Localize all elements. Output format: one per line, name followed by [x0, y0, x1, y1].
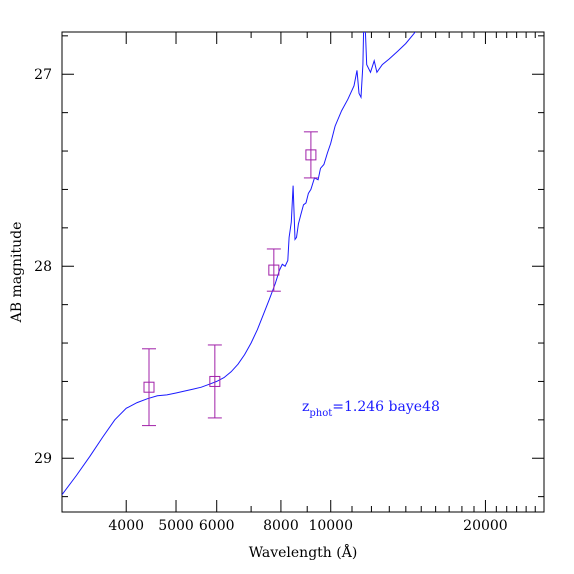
x-axis-title: Wavelength (Å)	[249, 543, 358, 561]
x-tick-label: 10000	[308, 518, 353, 534]
photo-z-annotation: zphot=1.246 baye48	[302, 399, 440, 419]
x-tick-label: 4000	[108, 518, 144, 534]
x-tick-label: 20000	[463, 518, 508, 534]
x-tick-labels: 4000 5000 6000 8000 10000 20000	[108, 518, 507, 534]
y-tick-labels: 27 28 29	[34, 67, 52, 467]
y-axis-title: AB magnitude	[9, 222, 25, 324]
model-sed-line	[62, 32, 416, 495]
photometry-marker	[268, 264, 280, 276]
y-tick-label: 28	[34, 259, 52, 275]
photometry-marker	[305, 149, 317, 161]
photo-z-prefix: z	[302, 399, 309, 415]
photometry-marker	[143, 381, 155, 393]
x-tick-label: 5000	[158, 518, 194, 534]
y-tick-label: 27	[34, 67, 52, 83]
photometry-marker	[209, 375, 221, 387]
photo-z-value: =1.246 baye48	[332, 399, 440, 415]
plot-frame	[61, 31, 545, 513]
x-tick-label: 8000	[263, 518, 299, 534]
x-tick-label: 6000	[199, 518, 235, 534]
photo-z-subscript: phot	[309, 408, 332, 419]
photometry-points	[142, 131, 318, 427]
axis-ticks	[61, 32, 545, 512]
y-tick-label: 29	[34, 451, 52, 467]
